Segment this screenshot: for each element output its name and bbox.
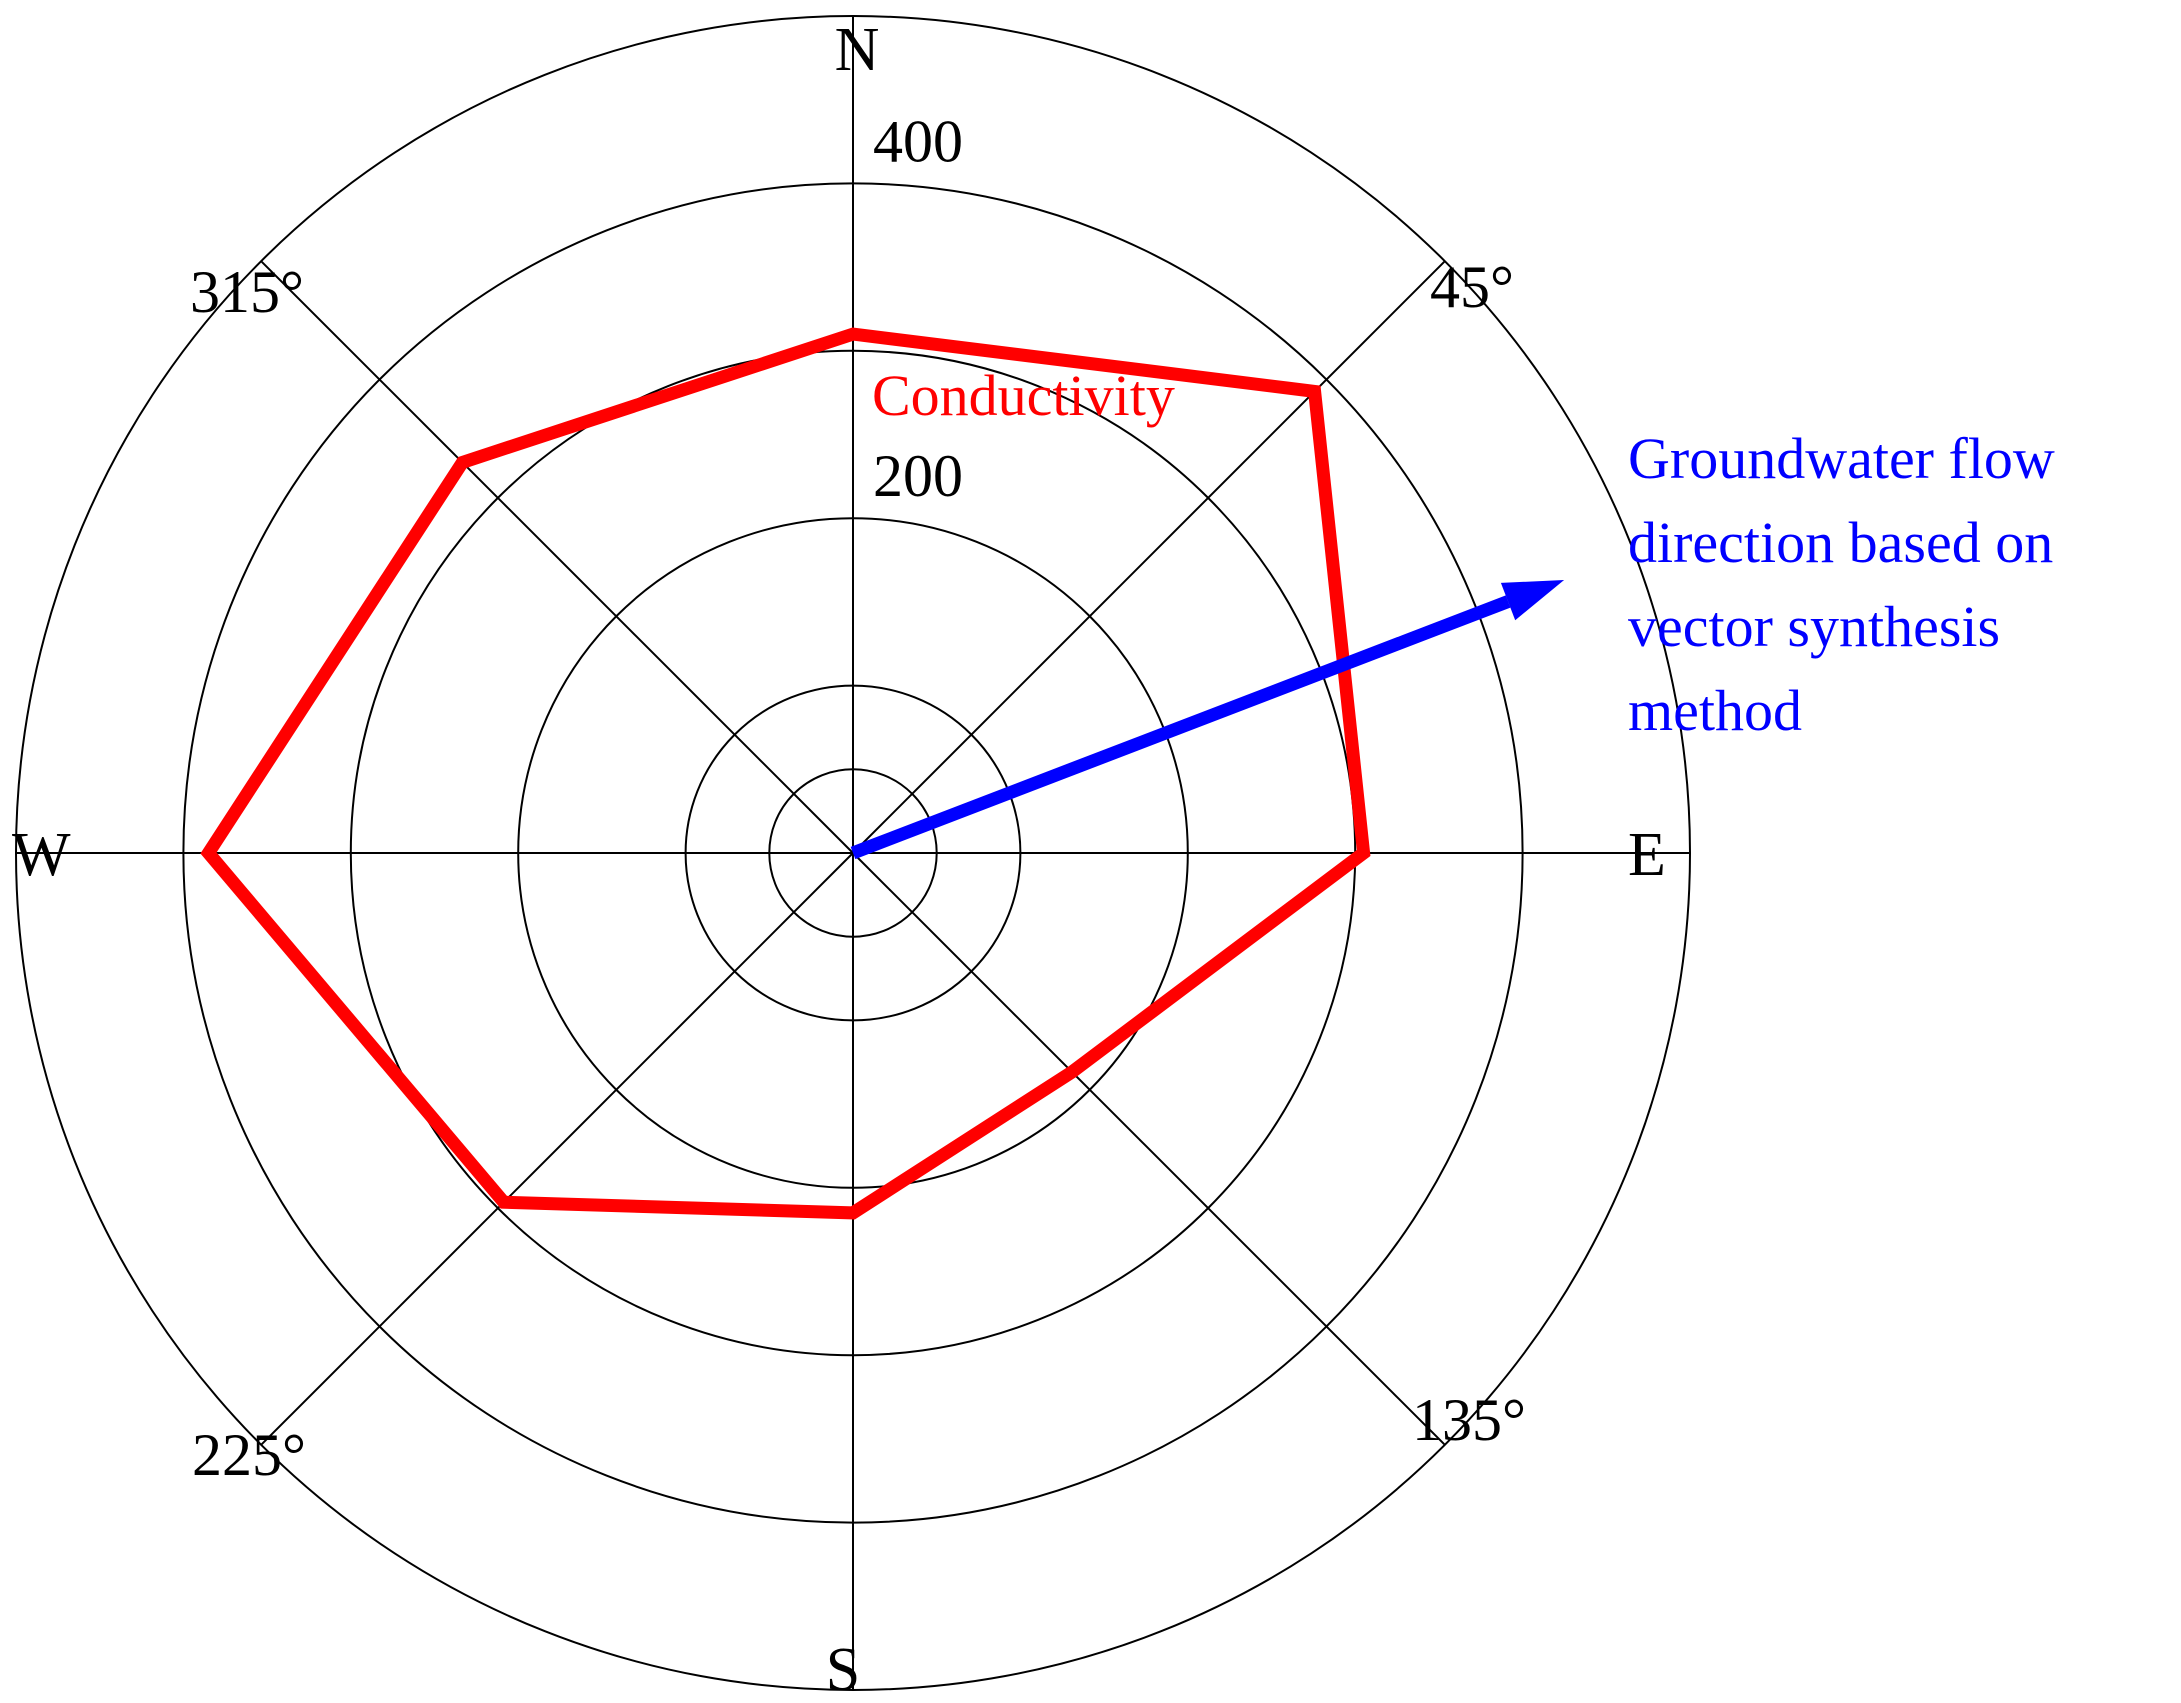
vector-shaft bbox=[850, 595, 1511, 860]
labels-layer: N E S W 45° 135° 225° 315° 200 400 bbox=[12, 16, 1666, 1703]
vector-label: Groundwater flow direction based on vector… bbox=[1628, 426, 2055, 743]
vector-arrowhead bbox=[1500, 580, 1565, 621]
series-0-point-6 bbox=[208, 852, 209, 854]
direction-label-e: E bbox=[1628, 821, 1666, 889]
series-0-point-5 bbox=[503, 1201, 505, 1203]
series-0-point-1 bbox=[1314, 390, 1316, 392]
series-0-point-4 bbox=[852, 1212, 854, 1214]
series-0-line bbox=[200, 327, 1371, 1220]
spoke-45 bbox=[852, 260, 1446, 854]
radial-label-400: 400 bbox=[873, 108, 963, 174]
angle-label-135: 135° bbox=[1412, 1387, 1526, 1453]
series-0-point-7 bbox=[461, 461, 463, 463]
vector-label-line-3: method bbox=[1628, 678, 1802, 743]
vector-layer: Groundwater flow direction based on vector… bbox=[850, 426, 2055, 860]
vector-label-line-2: vector synthesis bbox=[1628, 594, 2000, 659]
direction-label-s: S bbox=[826, 1636, 860, 1703]
spoke-135 bbox=[852, 852, 1446, 1446]
vector-label-line-0: Groundwater flow bbox=[1628, 426, 2055, 491]
angle-label-45: 45° bbox=[1430, 254, 1514, 320]
series-0-point-0 bbox=[852, 333, 854, 335]
series-0-point-3 bbox=[1071, 1071, 1073, 1073]
angle-label-225: 225° bbox=[192, 1422, 306, 1488]
series-layer: Conductivity bbox=[200, 327, 1371, 1220]
spoke-315 bbox=[260, 260, 854, 854]
spoke-225 bbox=[260, 852, 854, 1446]
direction-label-n: N bbox=[835, 16, 880, 84]
series-label-conductivity: Conductivity bbox=[872, 363, 1175, 428]
direction-label-w: W bbox=[12, 821, 71, 889]
series-0-point-2 bbox=[1363, 852, 1365, 854]
radial-label-200: 200 bbox=[873, 443, 963, 509]
angle-label-315: 315° bbox=[190, 259, 304, 325]
vector-label-line-1: direction based on bbox=[1628, 510, 2053, 575]
